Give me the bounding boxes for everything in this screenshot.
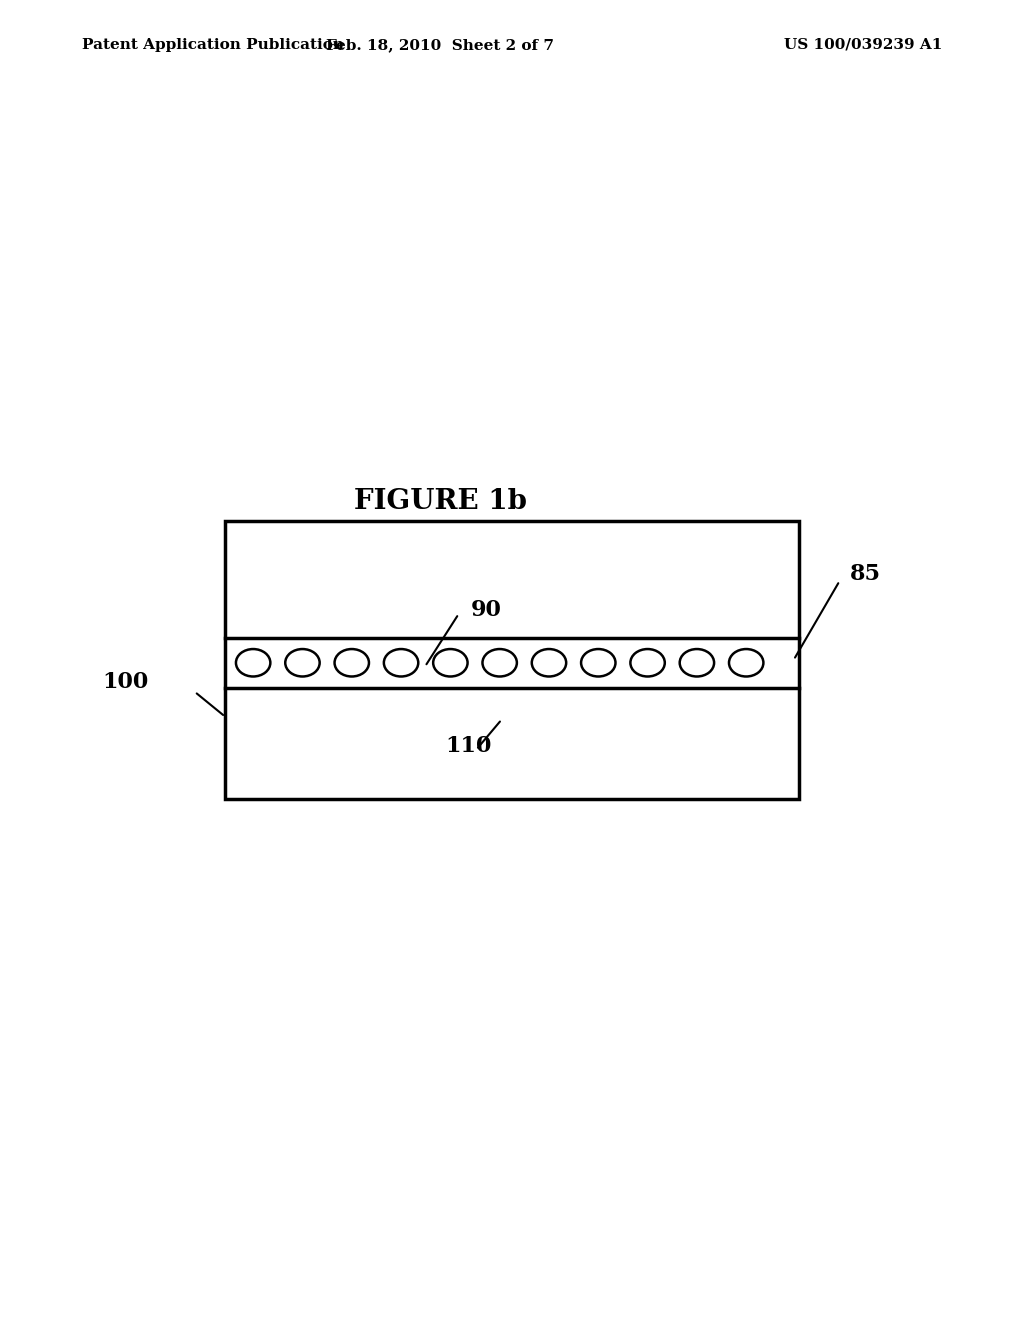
Ellipse shape — [631, 649, 665, 676]
Ellipse shape — [729, 649, 764, 676]
Ellipse shape — [581, 649, 615, 676]
Ellipse shape — [335, 649, 369, 676]
Ellipse shape — [236, 649, 270, 676]
Ellipse shape — [433, 649, 468, 676]
Text: US 100/039239 A1: US 100/039239 A1 — [783, 38, 942, 51]
Ellipse shape — [680, 649, 714, 676]
Text: 85: 85 — [850, 564, 881, 585]
Ellipse shape — [384, 649, 418, 676]
Bar — [225, 521, 799, 799]
Text: 100: 100 — [102, 672, 148, 693]
Ellipse shape — [286, 649, 319, 676]
Text: 110: 110 — [445, 735, 492, 756]
Text: FIGURE 1b: FIGURE 1b — [354, 488, 526, 515]
Text: Feb. 18, 2010  Sheet 2 of 7: Feb. 18, 2010 Sheet 2 of 7 — [327, 38, 554, 51]
Ellipse shape — [482, 649, 517, 676]
Text: Patent Application Publication: Patent Application Publication — [82, 38, 344, 51]
Text: 90: 90 — [471, 599, 502, 620]
Ellipse shape — [531, 649, 566, 676]
